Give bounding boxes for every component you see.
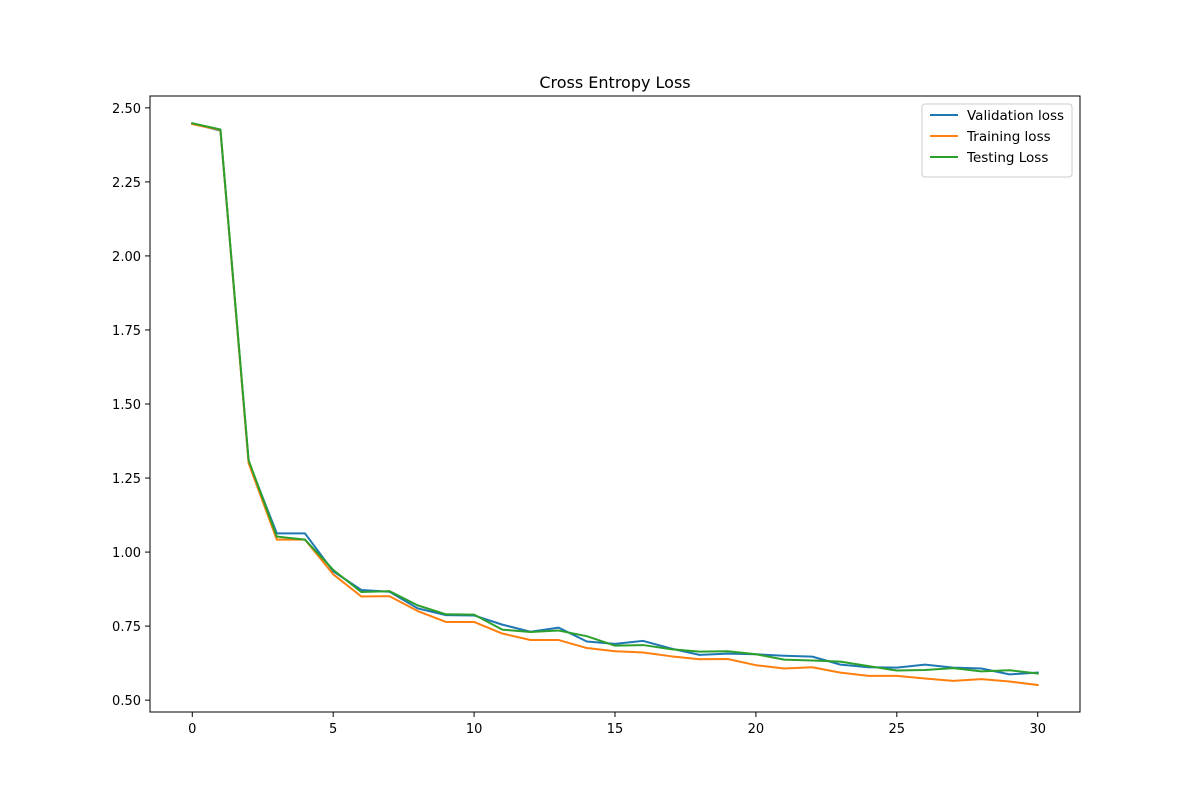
axes: 0 5 10 15 20 25 30 0.50 0.75 1.00 1.25 1.50 1.75 2.00… [112,95,1081,737]
series-line-0 [191,122,1039,676]
series-line-1 [191,122,1039,687]
x-tick-label: 15 [607,722,624,737]
y-tick-label: 1.25 [112,472,141,487]
x-tick-label: 0 [188,722,196,737]
legend-label-1: Training loss [966,129,1051,145]
y-tick-label: 2.50 [112,102,141,117]
plot-area [191,122,1039,687]
y-tick-label: 0.50 [112,694,141,709]
y-tick-label: 2.25 [112,176,141,191]
y-tick-label: 1.50 [112,398,141,413]
chart-title: Cross Entropy Loss [539,73,690,92]
y-tick-label: 0.75 [112,620,141,635]
x-tick-label: 5 [329,722,337,737]
legend: Validation loss Training loss Testing Loss [921,103,1073,178]
legend-label-0: Validation loss [967,108,1064,124]
series-line-2 [191,122,1039,675]
y-tick-label: 1.00 [112,546,141,561]
legend-box [921,103,1073,178]
x-tick-label: 30 [1029,722,1046,737]
x-tick-label: 25 [889,722,906,737]
x-tick-label: 10 [466,722,483,737]
y-tick-label: 2.00 [112,250,141,265]
y-tick-label: 1.75 [112,324,141,339]
legend-label-2: Testing Loss [966,150,1048,166]
x-tick-label: 20 [748,722,765,737]
